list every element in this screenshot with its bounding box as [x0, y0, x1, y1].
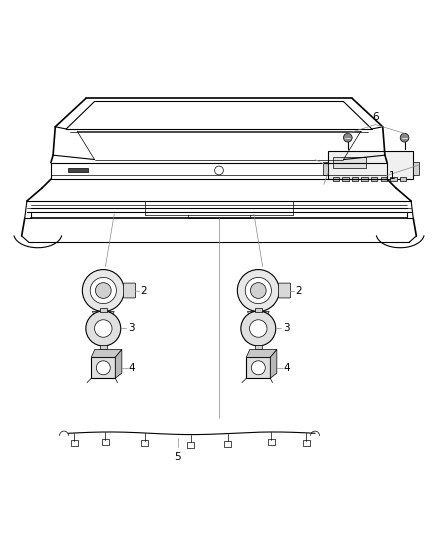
Bar [371, 176, 378, 181]
Text: 1: 1 [389, 171, 395, 181]
Polygon shape [246, 350, 277, 357]
Bar [187, 441, 194, 448]
Circle shape [95, 282, 111, 298]
Bar [333, 157, 366, 168]
Circle shape [245, 277, 272, 304]
Bar [323, 161, 328, 175]
Bar [91, 357, 115, 378]
Bar [390, 176, 397, 181]
Text: 3: 3 [283, 324, 290, 334]
Circle shape [251, 361, 265, 375]
Bar [400, 176, 406, 181]
Bar [332, 176, 339, 181]
Polygon shape [92, 311, 114, 316]
Bar [381, 176, 387, 181]
Text: 3: 3 [128, 324, 134, 334]
Bar [352, 176, 358, 181]
Circle shape [237, 270, 279, 311]
Bar [102, 439, 109, 445]
Circle shape [400, 133, 409, 142]
Bar [255, 308, 262, 312]
Bar [246, 357, 270, 378]
Text: 2: 2 [141, 286, 147, 295]
Polygon shape [91, 350, 122, 357]
Bar [71, 440, 78, 446]
Circle shape [82, 270, 124, 311]
Bar [328, 151, 413, 179]
Circle shape [95, 320, 112, 337]
Bar [268, 439, 275, 445]
Bar [303, 440, 310, 446]
Text: 4: 4 [284, 363, 290, 373]
Bar [68, 168, 88, 172]
Text: 2: 2 [295, 286, 302, 295]
Bar [100, 345, 107, 350]
Circle shape [343, 133, 352, 142]
Bar [224, 441, 231, 447]
Bar [342, 176, 349, 181]
Text: 5: 5 [174, 452, 181, 462]
Circle shape [241, 311, 276, 346]
Text: 4: 4 [129, 363, 135, 373]
Polygon shape [247, 311, 269, 316]
Text: 6: 6 [372, 112, 378, 123]
Bar [255, 345, 262, 350]
Bar [141, 440, 148, 446]
Circle shape [96, 361, 110, 375]
FancyBboxPatch shape [124, 283, 136, 298]
FancyBboxPatch shape [279, 283, 290, 298]
Bar [413, 161, 419, 175]
Bar [100, 308, 107, 312]
Circle shape [251, 282, 266, 298]
Polygon shape [115, 350, 122, 378]
Bar [361, 176, 368, 181]
Circle shape [90, 277, 117, 304]
Polygon shape [270, 350, 277, 378]
Circle shape [86, 311, 121, 346]
Circle shape [250, 320, 267, 337]
